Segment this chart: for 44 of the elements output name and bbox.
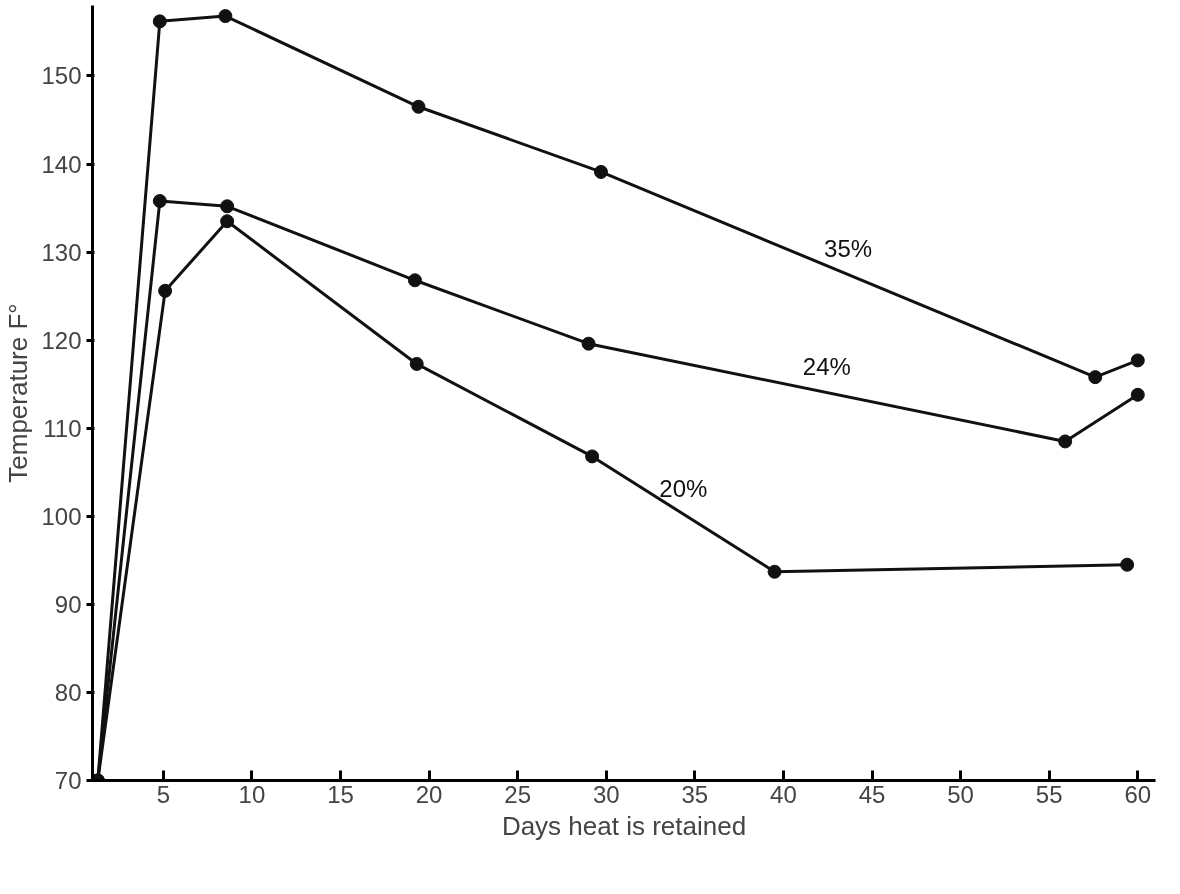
y-tick-label: 150 — [41, 62, 82, 90]
x-tick-label: 10 — [238, 780, 266, 808]
point — [767, 564, 782, 579]
x-tick-label: 25 — [504, 780, 532, 808]
point — [152, 14, 167, 29]
y-tick-label: 80 — [54, 678, 82, 706]
y-tick-label: 140 — [41, 150, 82, 178]
y-tick-label: 100 — [41, 502, 82, 530]
y-tick-label: 110 — [43, 414, 82, 442]
x-tick-label: 35 — [681, 780, 709, 808]
point — [593, 164, 608, 179]
series-label: 35% — [824, 235, 873, 263]
point — [220, 199, 235, 214]
x-tick-label: 40 — [770, 780, 797, 808]
x-axis-title: Days heat is retained — [501, 810, 747, 841]
point — [409, 356, 424, 371]
x-tick-label: 55 — [1035, 780, 1063, 808]
point — [220, 214, 235, 229]
y-tick-label: 70 — [54, 767, 82, 794]
point — [158, 283, 173, 298]
point — [581, 336, 596, 351]
x-tick-label: 50 — [947, 780, 974, 808]
point — [218, 9, 233, 24]
point — [1130, 387, 1145, 402]
point — [411, 99, 426, 114]
x-tick-label: 5 — [156, 780, 171, 808]
y-tick-label: 120 — [41, 326, 82, 354]
x-tick-label: 15 — [327, 780, 354, 808]
point — [1088, 370, 1103, 385]
series-label: 20% — [659, 474, 708, 502]
x-tick-label: 20 — [415, 780, 443, 808]
series-label: 24% — [802, 353, 851, 381]
point — [152, 194, 167, 208]
x-tick-label: 60 — [1124, 780, 1152, 808]
x-tick-label: 30 — [592, 780, 620, 808]
point — [1120, 557, 1135, 572]
point — [585, 449, 600, 464]
point — [407, 273, 422, 288]
x-tick-label: 45 — [858, 780, 886, 808]
point — [1130, 353, 1145, 368]
point — [1058, 434, 1073, 449]
y-axis-title: Temperature F° — [3, 303, 34, 483]
y-tick-label: 130 — [41, 238, 82, 266]
y-tick-label: 90 — [54, 590, 82, 618]
